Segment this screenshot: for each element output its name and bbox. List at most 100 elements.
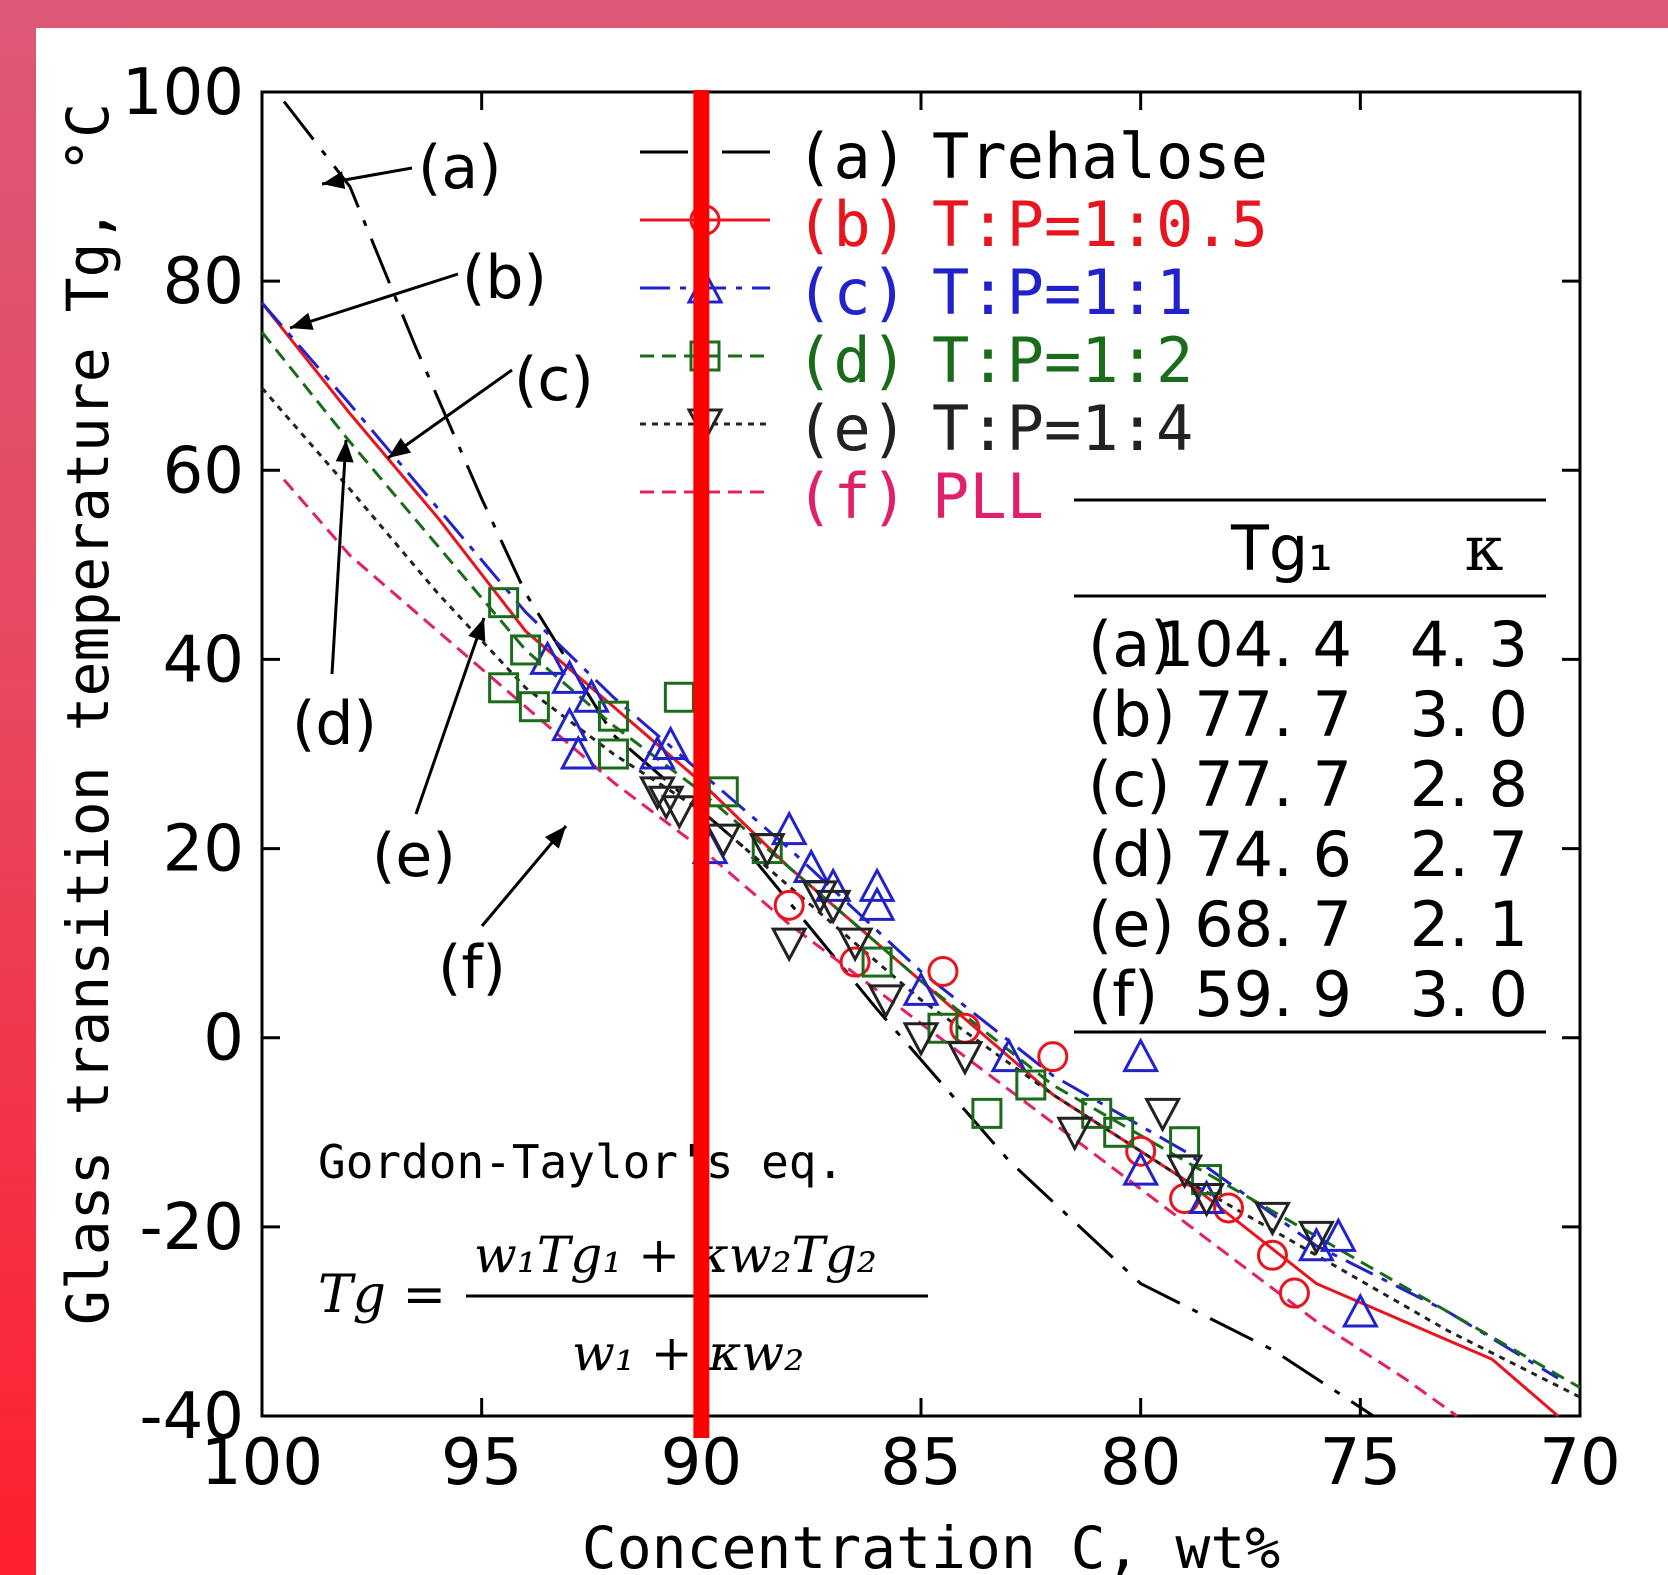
data-point-e [902, 1022, 940, 1057]
equation-caption: Gordon-Taylor's eq. [318, 1135, 844, 1189]
table-row-tg1: 59. 9 [1194, 958, 1352, 1031]
x-tick-label: 100 [201, 1426, 323, 1500]
series-line-b [260, 301, 1559, 1418]
data-point-e [647, 785, 685, 821]
data-point-d [597, 700, 629, 732]
annotation-arrow-line [289, 272, 459, 330]
annotation-arrow-line [330, 439, 348, 675]
legend-label: PLL [932, 460, 1044, 533]
data-point-b [773, 889, 805, 921]
table-row-kappa: 4. 3 [1410, 608, 1528, 681]
data-point-e [867, 984, 905, 1020]
data-point-d [518, 691, 550, 723]
annotation-arrowhead [544, 826, 566, 849]
y-tick-label: 0 [203, 1002, 244, 1076]
x-tick-label: 95 [441, 1426, 522, 1500]
data-point-e [660, 795, 698, 830]
data-point-b [1256, 1239, 1288, 1271]
data-point-c [1341, 1292, 1379, 1328]
data-point-b [927, 956, 959, 988]
data-point-e [1056, 1116, 1094, 1152]
y-tick-label: 20 [163, 813, 244, 887]
y-tick-label: -40 [139, 1380, 244, 1454]
table-row-kappa: 3. 0 [1410, 678, 1528, 751]
legend-tag: (d) [796, 324, 908, 397]
curve-label-e: (e) [372, 821, 456, 891]
table-row-kappa: 2. 1 [1410, 888, 1528, 961]
x-tick-label: 75 [1320, 1426, 1401, 1500]
series-line-c [260, 301, 1559, 1380]
curve-label-f: (f) [438, 933, 506, 1003]
x-tick-label: 70 [1539, 1426, 1620, 1500]
data-point-e [1166, 1154, 1204, 1190]
annotation-arrow-line [387, 368, 513, 460]
curve-label-c: (c) [514, 345, 594, 415]
series-line-d [260, 331, 1581, 1389]
y-tick-label: 60 [163, 434, 244, 508]
table-row-label: (f) [1088, 958, 1158, 1031]
data-point-d [927, 1012, 959, 1044]
legend-tag: (b) [796, 188, 908, 261]
equation-lhs: Tg = [318, 1265, 446, 1325]
table-row-label: (a) [1088, 608, 1174, 681]
data-point-c [573, 678, 610, 713]
x-tick-label: 85 [880, 1426, 961, 1500]
curve-label-d: (d) [292, 689, 377, 759]
data-point-d [597, 738, 629, 770]
y-tick-label: 80 [163, 245, 244, 319]
data-point-c [559, 734, 597, 770]
annotation-arrowhead [388, 437, 412, 458]
data-point-e [836, 927, 874, 963]
data-point-e [1188, 1182, 1226, 1218]
y-tick-label: -20 [139, 1191, 244, 1265]
x-tick-label: 80 [1100, 1426, 1181, 1500]
data-point-e [814, 889, 852, 925]
legend-tag: (f) [796, 460, 908, 533]
table-row-tg1: 68. 7 [1194, 888, 1352, 961]
x-axis-label: Concentration C, wt% [582, 1514, 1280, 1575]
legend-label: T:P=1:2 [932, 324, 1193, 397]
table-row-label: (d) [1088, 818, 1176, 891]
legend-tag: (c) [796, 256, 908, 329]
equation-numerator: w₁Tg₁ + κw₂Tg₂ [474, 1226, 877, 1284]
data-point-c [638, 734, 676, 770]
data-point-c [902, 971, 940, 1006]
data-point-e [946, 1041, 984, 1076]
data-point-e [748, 833, 786, 868]
annotation-arrowhead [335, 440, 354, 463]
data-point-c [652, 725, 690, 761]
annotation-arrowhead [468, 618, 486, 642]
data-point-e [801, 880, 839, 916]
legend-label: T:P=1:1 [932, 256, 1193, 329]
equation-denominator: w₁ + κw₂ [572, 1324, 804, 1382]
data-point-b [1278, 1277, 1310, 1309]
data-point-b [1125, 1135, 1157, 1167]
table-row-kappa: 2. 8 [1410, 748, 1528, 821]
legend-label: T:P=1:4 [932, 392, 1193, 465]
legend-label: Trehalose [932, 120, 1268, 193]
data-point-d [488, 587, 520, 619]
data-point-d [1191, 1164, 1223, 1196]
y-tick-label: 100 [122, 56, 244, 130]
data-point-c [858, 886, 896, 921]
table-header-tg1: Tg₁ [1230, 512, 1333, 585]
data-point-c [551, 659, 589, 694]
data-point-d [1015, 1069, 1047, 1101]
table-row-tg1: 77. 7 [1194, 748, 1352, 821]
data-point-e [704, 823, 742, 859]
table-row-label: (e) [1088, 888, 1175, 961]
data-point-b [839, 946, 871, 978]
table-row-label: (b) [1088, 678, 1176, 751]
data-point-d [488, 672, 520, 704]
table-row-tg1: 104. 4 [1155, 608, 1352, 681]
annotation-arrowhead [290, 312, 314, 330]
data-point-c [1122, 1037, 1160, 1073]
data-point-c [858, 867, 896, 902]
data-point-d [510, 634, 542, 666]
data-point-e [1144, 1097, 1182, 1133]
data-point-b [1213, 1192, 1245, 1224]
table-header-kappa: κ [1465, 512, 1504, 585]
data-point-e [1253, 1201, 1291, 1237]
table-row-tg1: 74. 6 [1194, 818, 1352, 891]
